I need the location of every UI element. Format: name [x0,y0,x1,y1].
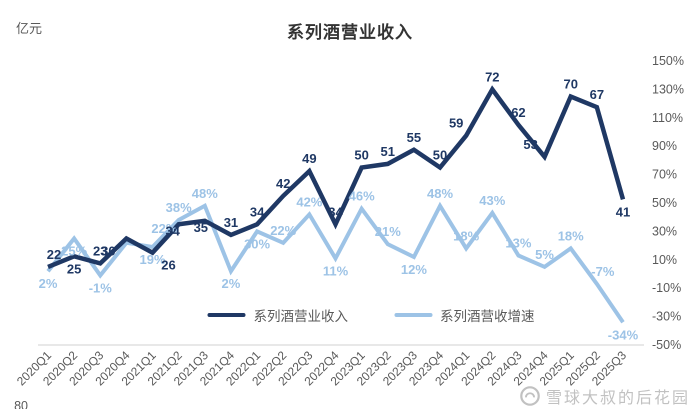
revenue-data-label: 50 [433,148,447,163]
revenue-data-label: 34 [328,204,343,219]
right-axis-tick: 50% [652,196,677,210]
right-axis-tick: 90% [652,139,677,153]
revenue-data-label: 34 [250,204,265,219]
revenue-data-label: 35 [194,220,208,235]
revenue-data-label: 22 [47,247,61,262]
growth-data-label: 18% [453,228,479,243]
right-axis-tick: 30% [652,224,677,238]
legend-label-revenue: 系列酒营业收入 [253,309,349,324]
right-axis-tick: -30% [652,310,681,324]
growth-data-label: 43% [479,193,505,208]
revenue-data-label: 51 [381,144,395,159]
right-axis-tick: 10% [652,253,677,267]
revenue-data-label: 53 [523,137,537,152]
revenue-data-label: 67 [590,87,604,102]
revenue-data-label: 23 [93,243,107,258]
revenue-line-swatch [207,313,246,317]
revenue-data-label: 50 [354,148,368,163]
growth-data-label: 21% [375,224,401,239]
growth-data-label: 2% [222,276,241,291]
growth-data-label: 19% [140,252,166,267]
legend-item-revenue: 系列酒营业收入 [207,305,349,325]
right-axis-tick: -50% [652,338,681,352]
right-axis-tick: 70% [652,168,677,182]
growth-data-label: -34% [608,327,639,342]
left-axis-tick: 80 [14,399,28,409]
revenue-data-label: 26 [161,258,175,273]
revenue-data-label: 25 [67,261,81,276]
growth-data-label: 48% [427,186,453,201]
growth-data-label: 42% [296,194,322,209]
growth-data-label: 2% [39,276,58,291]
watermark: 雪球大叔的后花园 [519,384,690,408]
growth-data-label: 38% [166,200,192,215]
growth-data-label: 11% [323,263,349,278]
growth-data-label: 13% [505,236,531,251]
revenue-data-label: 34 [165,223,180,238]
growth-data-label: -1% [89,280,113,295]
growth-data-label: 25% [61,244,87,259]
right-axis-tick: 150% [652,54,684,68]
growth-data-label: 18% [558,228,584,243]
revenue-line [47,85,626,269]
growth-line-swatch [394,313,432,317]
right-axis-tick: 110% [652,111,683,125]
watermark-text: 雪球大叔的后花园 [545,390,690,407]
legend-label-growth: 系列酒营收增速 [440,309,535,324]
revenue-data-label: 30 [101,244,115,259]
revenue-data-label: 42 [276,176,290,191]
growth-data-label: 22% [151,221,177,236]
growth-data-label: 46% [349,189,375,204]
growth-data-label: 22% [270,223,296,238]
xueqiu-logo-icon [520,386,540,406]
revenue-data-label: 70 [563,77,577,92]
growth-data-label: -7% [591,264,615,279]
revenue-data-label: 62 [511,105,525,120]
revenue-data-label: 72 [485,69,499,84]
revenue-data-label: 49 [302,151,316,166]
right-axis-tick: -10% [652,281,681,295]
right-axis-tick: 130% [652,82,684,96]
revenue-data-label: 31 [224,215,238,230]
left-axis-unit-label: 亿元 [16,21,43,36]
chart-title: 系列酒营业收入 [287,23,413,42]
legend-item-growth: 系列酒营收增速 [394,305,535,325]
growth-data-label: 30% [244,236,270,251]
growth-data-label: 12% [401,262,427,277]
revenue-data-label: 59 [449,116,463,131]
growth-data-label: 48% [192,186,218,201]
growth-data-label: 5% [535,247,554,262]
revenue-data-label: 41 [616,204,630,219]
revenue-data-label: 55 [407,130,421,145]
chart-legend: 系列酒营业收入 系列酒营收增速 [207,305,535,325]
